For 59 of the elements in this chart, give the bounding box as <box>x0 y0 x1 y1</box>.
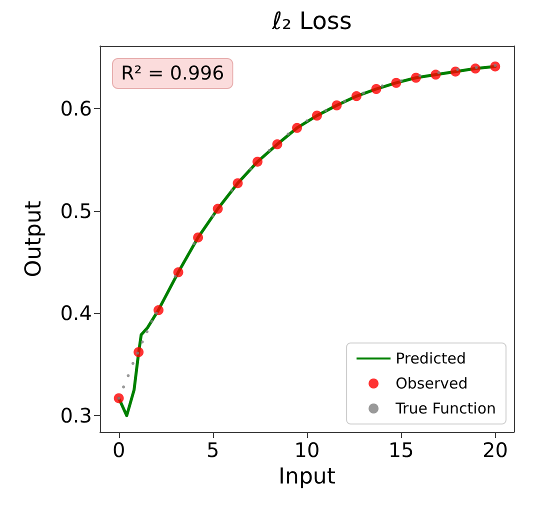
point <box>470 64 480 74</box>
point <box>306 119 308 122</box>
point <box>131 362 134 365</box>
point <box>232 178 243 188</box>
point <box>126 374 130 378</box>
point <box>430 70 441 80</box>
point <box>343 100 346 103</box>
point <box>252 156 263 167</box>
point <box>292 122 302 133</box>
point <box>173 267 184 278</box>
point <box>114 393 124 404</box>
y-tick-label: 0.5 <box>60 198 92 223</box>
point <box>211 214 214 218</box>
point <box>150 320 154 323</box>
point <box>230 188 234 192</box>
point <box>192 242 196 246</box>
point <box>437 71 440 74</box>
x-tick-label: 20 <box>482 438 508 462</box>
y-tick-label: 0.6 <box>60 96 92 120</box>
x-tick-label: 15 <box>388 438 414 462</box>
x-tick-label: 10 <box>294 438 320 462</box>
point <box>154 312 158 315</box>
x-tick-label: 0 <box>112 438 126 462</box>
point <box>410 72 421 83</box>
point <box>456 68 460 72</box>
chart-title: ℓ₂ Loss <box>271 7 352 35</box>
point <box>193 232 204 242</box>
point <box>146 330 149 334</box>
point <box>332 100 342 110</box>
point <box>174 274 177 278</box>
x-axis-title: Input <box>278 464 336 490</box>
y-axis-title: Output <box>22 200 46 278</box>
y-tick-label: 0.4 <box>60 301 92 326</box>
point <box>154 305 164 316</box>
y-tick-label: 0.3 <box>60 404 92 428</box>
point <box>134 347 144 358</box>
point <box>268 148 271 152</box>
point <box>418 74 422 78</box>
legend-label: Observed <box>396 374 468 392</box>
point <box>450 66 460 77</box>
point <box>380 84 384 88</box>
point <box>286 132 290 136</box>
point <box>140 340 144 344</box>
legend-label: True Function <box>394 400 496 418</box>
point <box>324 109 328 112</box>
point <box>371 84 382 94</box>
point <box>212 204 223 214</box>
annotation: R² = 0.996 <box>121 62 224 84</box>
legend-label: Predicted <box>396 350 466 368</box>
point <box>490 61 500 72</box>
point <box>249 167 252 170</box>
point <box>400 79 403 82</box>
point <box>391 78 402 88</box>
point <box>352 91 362 102</box>
point <box>312 110 322 121</box>
point <box>362 92 365 95</box>
x-tick-label: 5 <box>206 438 220 462</box>
point <box>272 139 282 150</box>
point <box>122 385 126 388</box>
